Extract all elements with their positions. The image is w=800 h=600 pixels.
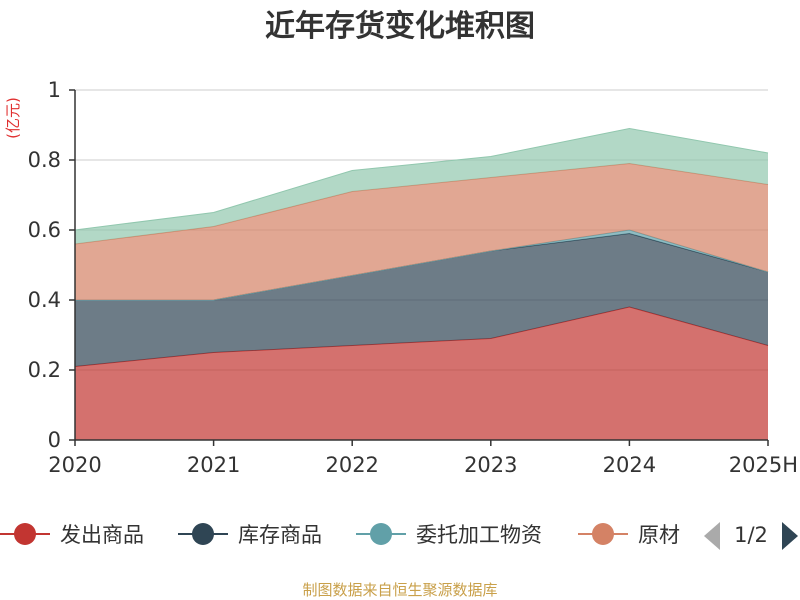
tick-labels: 0 0.2 0.4 0.6 0.8 1 2020 2021 2022 2023 2024 2025H — [28, 78, 798, 477]
y-axis-unit: (亿元) — [4, 97, 22, 139]
legend-marker-icon — [592, 523, 614, 545]
legend-label: 原材 — [638, 523, 680, 547]
stacked-areas — [74, 127, 769, 440]
x-tick-label: 2025H — [729, 453, 798, 477]
x-tick-label: 2020 — [48, 453, 101, 477]
y-tick-label: 1 — [48, 78, 61, 102]
legend-item-3[interactable]: 原材 — [578, 523, 680, 547]
legend-next-icon[interactable] — [782, 522, 798, 550]
area-series-line-4 — [74, 127, 769, 231]
x-tick-label: 2024 — [603, 453, 656, 477]
area-series-1 — [75, 233, 768, 367]
chart-title: 近年存货变化堆积图 — [265, 9, 535, 44]
y-tick-label: 0.4 — [28, 288, 61, 312]
legend[interactable]: 发出商品 库存商品 委托加工物资 原材 1/2 — [0, 522, 798, 550]
legend-marker-icon — [14, 523, 36, 545]
legend-label: 库存商品 — [238, 523, 322, 547]
x-tick-label: 2021 — [187, 453, 240, 477]
legend-marker-icon — [370, 523, 392, 545]
y-tick-label: 0 — [48, 428, 61, 452]
area-series-4 — [75, 128, 768, 244]
y-tick-label: 0.6 — [28, 218, 61, 242]
area-series-3 — [75, 163, 768, 300]
area-series-0 — [75, 307, 768, 440]
data-source-note: 制图数据来自恒生聚源数据库 — [302, 581, 497, 599]
y-tick-label: 0.8 — [28, 148, 61, 172]
legend-label: 委托加工物资 — [416, 523, 542, 547]
legend-label: 发出商品 — [60, 523, 144, 547]
x-tick-label: 2023 — [464, 453, 517, 477]
legend-marker-icon — [192, 523, 214, 545]
legend-prev-icon[interactable] — [704, 522, 720, 550]
legend-item-2[interactable]: 委托加工物资 — [356, 523, 542, 547]
legend-page-indicator: 1/2 — [734, 523, 768, 547]
axes — [69, 89, 769, 446]
x-tick-label: 2022 — [325, 453, 378, 477]
legend-item-1[interactable]: 库存商品 — [178, 523, 322, 547]
legend-item-0[interactable]: 发出商品 — [0, 523, 144, 547]
y-tick-label: 0.2 — [28, 358, 61, 382]
